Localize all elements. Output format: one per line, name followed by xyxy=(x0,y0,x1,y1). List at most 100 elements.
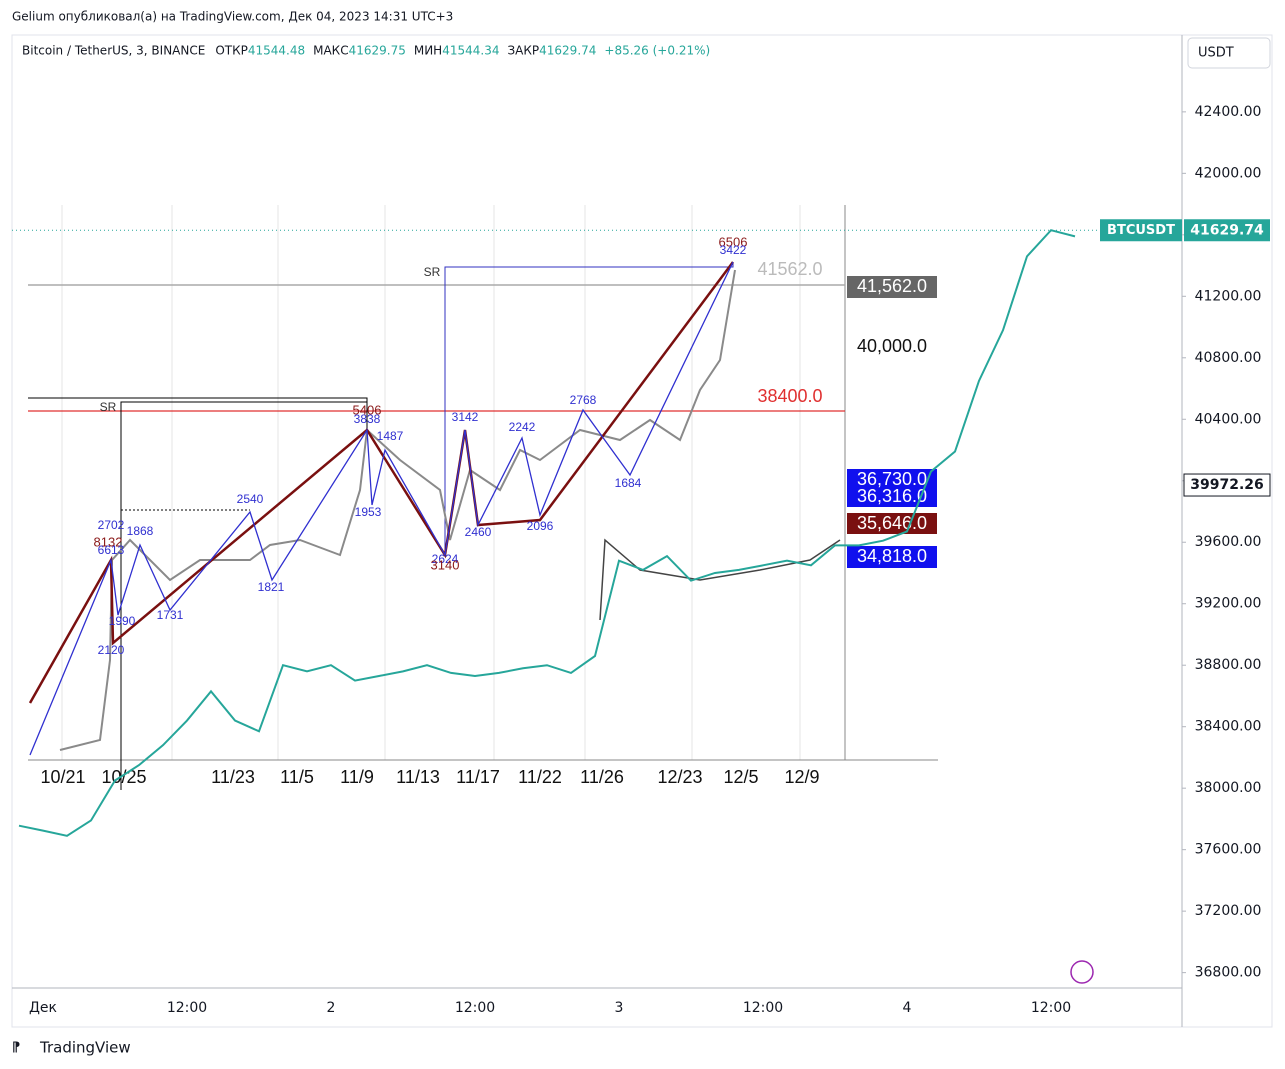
overlay-label: 35,646.0 xyxy=(857,513,927,533)
overlay-label: 5406 xyxy=(353,402,382,417)
overlay-label: 3422 xyxy=(720,243,747,257)
marker-tag xyxy=(1183,473,1271,497)
alert-icon[interactable] xyxy=(1070,960,1094,984)
overlay-label: 11/26 xyxy=(580,767,624,787)
overlay-label: 38400.0 xyxy=(757,386,822,406)
overlay-label: 1990 xyxy=(109,614,136,628)
overlay-tag xyxy=(847,546,937,568)
overlay-label: 1684 xyxy=(615,476,642,490)
overlay-price xyxy=(59,269,736,751)
overlay-label: 12/23 xyxy=(657,767,702,787)
ohlc-label: МАКС xyxy=(313,44,348,58)
x-tick-label: 4 xyxy=(903,1000,912,1016)
y-tick-label: 37600.00 xyxy=(1195,842,1262,858)
ohlc-value: 41544.34 xyxy=(442,44,499,58)
legend-symbol: Bitcoin / TetherUS, 3, BINANCE xyxy=(22,44,205,58)
overlay-label: 1868 xyxy=(127,524,154,538)
y-tick-label: 40400.00 xyxy=(1195,411,1262,427)
x-tick-label: 2 xyxy=(327,1000,336,1016)
overlay-label: 11/17 xyxy=(456,767,500,787)
ohlc-label: МИН xyxy=(414,44,442,58)
chart-frame xyxy=(11,34,1273,1028)
y-tick-label: 37200.00 xyxy=(1195,903,1262,919)
overlay-label: 6506 xyxy=(719,234,748,249)
overlay-grid xyxy=(61,205,801,760)
currency-button[interactable] xyxy=(1187,37,1271,69)
y-tick-label: 42400.00 xyxy=(1195,104,1262,120)
overlay-label: 3142 xyxy=(452,410,479,424)
y-tick-label: 41200.00 xyxy=(1195,288,1262,304)
x-tick-label: 12:00 xyxy=(167,1000,207,1016)
ohlc-label: ОТКР xyxy=(215,44,248,58)
change: +85.26 (+0.21%) xyxy=(604,44,710,58)
overlay-label: 11/9 xyxy=(340,767,374,787)
overlay-label: 11/22 xyxy=(518,767,562,787)
legend: Bitcoin / TetherUS, 3, BINANCE ОТКР 41544.… xyxy=(22,44,710,58)
overlay-label: 2540 xyxy=(237,492,264,506)
price-line xyxy=(18,229,1076,837)
overlay-label: 36,316.0 xyxy=(857,486,927,506)
overlay-label: 8132 xyxy=(94,534,123,549)
overlay-tag xyxy=(847,469,937,507)
y-tick-label: 38400.00 xyxy=(1195,719,1262,735)
ohlc-value: 41629.74 xyxy=(539,44,596,58)
logo-mark: ⁋ xyxy=(12,1041,20,1056)
overlay-label: 2702 xyxy=(98,518,125,532)
currency: USDT xyxy=(1198,46,1234,61)
publish-header: Gelium опубликовал(а) на TradingView.com… xyxy=(12,10,453,24)
x-tick-label: 12:00 xyxy=(455,1000,495,1016)
overlay-label: 12/5 xyxy=(723,767,758,787)
overlay-label: 3838 xyxy=(354,412,381,426)
overlay-label: SR xyxy=(424,265,441,279)
y-tick-label: 38800.00 xyxy=(1195,657,1262,673)
overlay-label: 1821 xyxy=(258,580,285,594)
x-tick-label: 3 xyxy=(615,1000,624,1016)
overlay-label: 41562.0 xyxy=(757,259,822,279)
ohlc-label: ЗАКР xyxy=(507,44,539,58)
overlay-label: 2096 xyxy=(527,519,554,533)
overlay-label: 10/21 xyxy=(40,767,85,787)
y-tick-label: 36800.00 xyxy=(1195,965,1262,981)
overlay-label: 1731 xyxy=(157,608,184,622)
ohlc-value: 41544.48 xyxy=(248,44,305,58)
overlay-label: 1953 xyxy=(355,505,382,519)
overlay-label: 34,818.0 xyxy=(857,546,927,566)
overlay-label: 2242 xyxy=(509,420,536,434)
x-tick-label: 12:00 xyxy=(1031,1000,1071,1016)
overlay-label: 11/13 xyxy=(396,767,440,787)
overlay-price-2 xyxy=(599,538,841,621)
y-tick-label: 39600.00 xyxy=(1195,534,1262,550)
symbol-tag xyxy=(1100,219,1182,242)
overlay-tag xyxy=(847,276,937,298)
marker-tag-label: 39972.26 xyxy=(1190,477,1264,493)
y-tick-label: 40800.00 xyxy=(1195,350,1262,366)
overlay-label: SR xyxy=(100,400,117,414)
price-tag-label: 41629.74 xyxy=(1190,222,1264,238)
overlay-tag xyxy=(847,513,937,534)
main-chart xyxy=(18,229,1076,837)
overlay-label: 6613 xyxy=(98,543,125,557)
overlay-zigzag xyxy=(29,261,734,756)
overlay-label: 2120 xyxy=(98,643,125,657)
price-tag xyxy=(1184,219,1270,242)
overlay-label: 41,562.0 xyxy=(857,276,927,296)
footer-brand: TradingView xyxy=(39,1039,131,1057)
overlay-label: 10/25 xyxy=(101,767,146,787)
overlay-label: 2460 xyxy=(465,525,492,539)
overlay-label: 3140 xyxy=(431,557,460,572)
overlay-sr-box-blue xyxy=(444,262,734,555)
overlay-label: 36,730.0 xyxy=(857,469,927,489)
overlay-bg xyxy=(28,205,938,790)
overlay-label: 11/5 xyxy=(280,767,314,787)
x-tick-label: 12:00 xyxy=(743,1000,783,1016)
overlay-label: 2768 xyxy=(570,393,597,407)
overlay-sr-box xyxy=(28,397,368,430)
overlay-label: 12/9 xyxy=(784,767,819,787)
y-tick-label: 39200.00 xyxy=(1195,596,1262,612)
overlay-label: 40,000.0 xyxy=(857,336,927,356)
overlay-label: 1487 xyxy=(377,429,404,443)
overlay-sr-box xyxy=(120,401,367,790)
symbol-tag-label: BTCUSDT xyxy=(1107,223,1175,238)
